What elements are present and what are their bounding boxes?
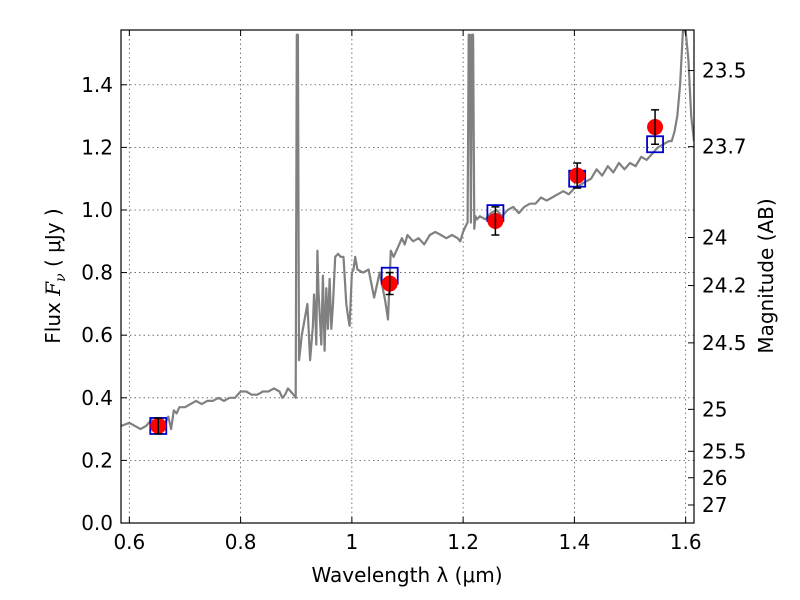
y2-tick-label: 27: [702, 493, 727, 517]
y-tick-label: 0.8: [81, 261, 113, 285]
x-tick-label: 1: [346, 530, 359, 554]
x-tick-label: 0.8: [225, 530, 257, 554]
y-axis-label-symbol: F: [41, 281, 65, 297]
y-tick-label: 0.2: [81, 448, 113, 472]
y-tick-label: 0.4: [81, 386, 113, 410]
y2-tick-label: 24.2: [702, 274, 747, 298]
plot-frame: [120, 29, 695, 524]
y-tick-label: 1.0: [81, 198, 113, 222]
x-axis-label: Wavelength λ (μm): [311, 563, 502, 587]
x-tick-label: 1.2: [447, 530, 479, 554]
y-axis-label-unit: ( μJy ): [41, 208, 65, 273]
y2-axis-label: Magnitude (AB): [754, 198, 778, 353]
plot-background: [121, 30, 694, 523]
y2-tick-label: 25.5: [702, 439, 747, 463]
y-tick-label: 1.2: [81, 135, 113, 159]
y-tick-label: 1.4: [81, 73, 113, 97]
x-tick-label: 1.6: [670, 530, 702, 554]
y2-tick-label: 23.7: [702, 135, 747, 159]
spectrum-line: [121, 30, 694, 431]
x-tick-label: 1.4: [558, 530, 590, 554]
ticks: 0.6 0.8 1 1.2 1.4 1.6 0.0 0.2 0.4 0.6 0.8 1.0 1.2 1.4…: [81, 30, 747, 554]
y-axis-label-subscript: ν: [53, 273, 69, 282]
x-tick-label: 0.6: [113, 530, 145, 554]
y2-tick-label: 25: [702, 397, 727, 421]
y-axis-label-prefix: Flux: [41, 296, 65, 344]
data-layer: [121, 30, 694, 435]
y2-tick-label: 24.5: [702, 331, 747, 355]
y2-tick-label: 23.5: [702, 59, 747, 83]
y2-tick-label: 24: [702, 226, 727, 250]
y2-tick-label: 26: [702, 466, 727, 490]
y-tick-label: 0.6: [81, 323, 113, 347]
y-tick-label: 0.0: [81, 511, 113, 535]
grid: [121, 30, 694, 523]
y-axis-label: Flux Fν ( μJy ): [41, 208, 69, 343]
